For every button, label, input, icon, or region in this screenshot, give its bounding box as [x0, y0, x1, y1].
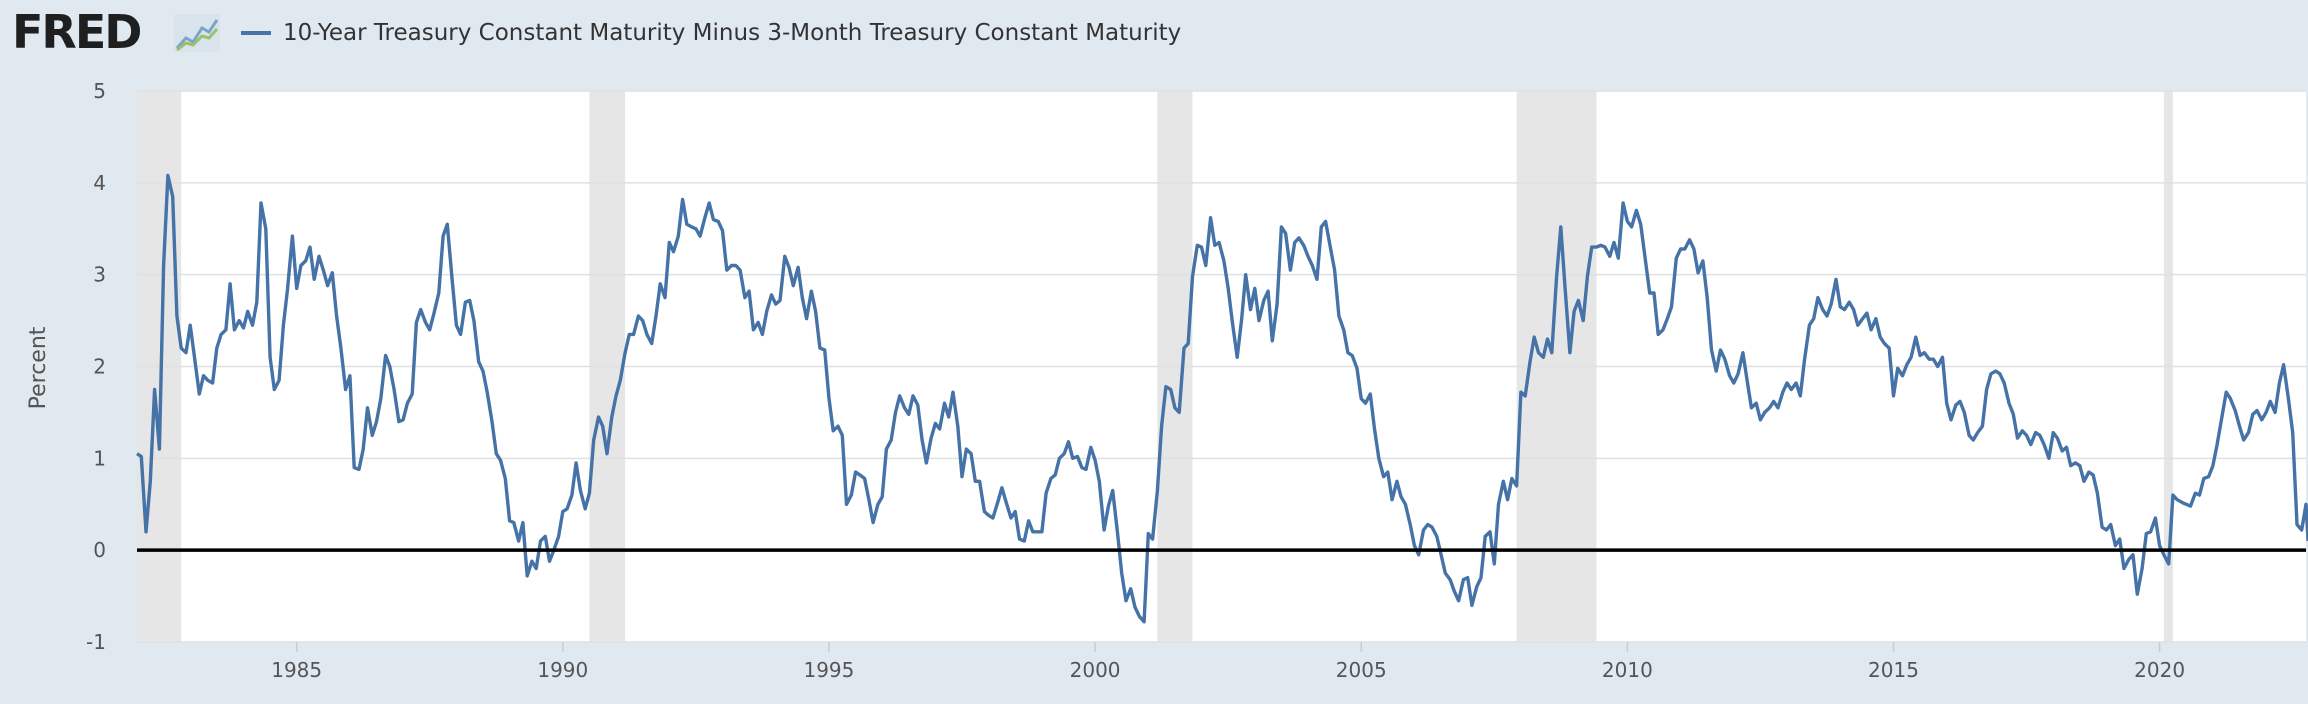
chart-header: FRED 10-Year Treasury Constant Maturity … — [0, 0, 2308, 70]
x-tick-label: 1985 — [271, 658, 322, 682]
y-tick-label: 1 — [93, 446, 106, 470]
x-tick-label: 2015 — [1868, 658, 1919, 682]
line-graph-icon — [174, 14, 220, 52]
y-tick-label: 3 — [93, 263, 106, 287]
fred-logo[interactable]: FRED — [12, 5, 142, 59]
legend-series-label: 10-Year Treasury Constant Maturity Minus… — [283, 20, 1182, 46]
legend-swatch — [241, 31, 271, 35]
y-tick-label: 5 — [93, 79, 106, 103]
series-line — [136, 173, 2308, 624]
x-tick-label: 2005 — [1336, 658, 1387, 682]
y-axis-label: Percent — [26, 326, 51, 409]
y-tick-label: 0 — [93, 538, 106, 562]
x-tick-label: 2000 — [1070, 658, 1121, 682]
y-tick-label: -1 — [86, 630, 106, 654]
y-tick-label: 4 — [93, 171, 106, 195]
y-tick-label: 2 — [93, 355, 106, 379]
x-tick-label: 1995 — [803, 658, 854, 682]
x-tick-label: 2010 — [1602, 658, 1653, 682]
x-tick-label: 2020 — [2134, 658, 2185, 682]
legend[interactable]: 10-Year Treasury Constant Maturity Minus… — [241, 16, 1181, 50]
x-tick-label: 1990 — [537, 658, 588, 682]
